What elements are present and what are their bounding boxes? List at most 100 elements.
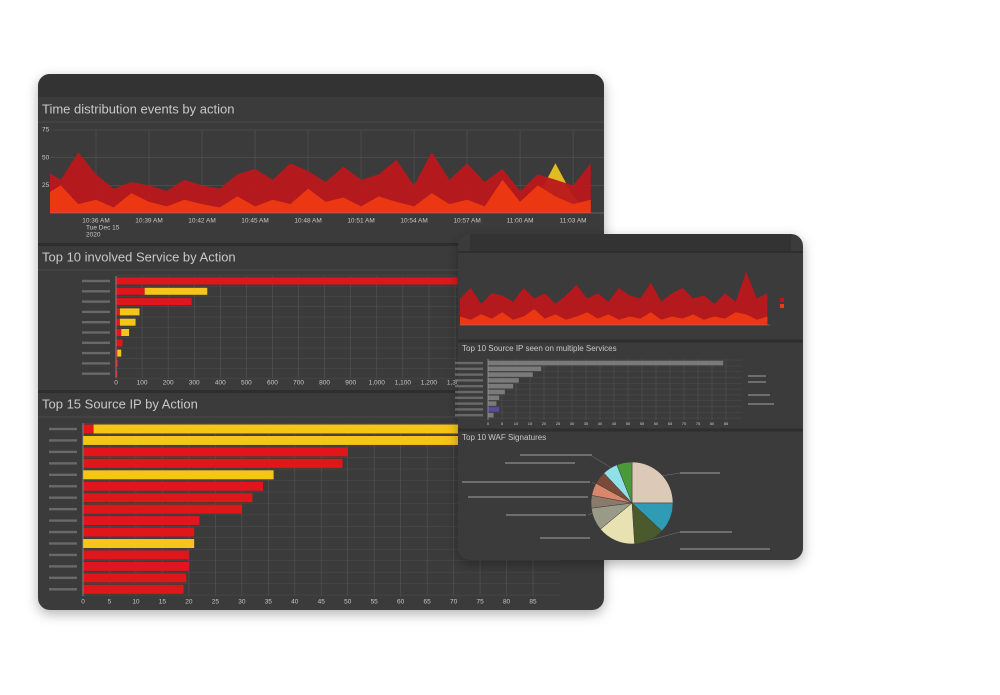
x-tick-label: 11:00 AM [507,218,534,225]
blurred-label [49,553,77,557]
blurred-label [455,367,483,370]
bar [83,435,496,445]
x-tick-label: 200 [163,380,174,387]
x-tick-label: 75 [696,421,701,426]
bar [119,318,136,326]
blurred-label [455,385,483,388]
bar [488,383,514,389]
bar [83,504,242,514]
blurred-label [505,462,575,464]
blurred-label [462,481,590,483]
bar [119,308,140,316]
x-tick-label: 1,000 [369,380,386,387]
x-tick-label: 35 [584,421,589,426]
leader-line [589,454,616,471]
blurred-label [82,290,110,293]
x-tick-label: 10:51 AM [347,218,374,225]
y-tick-label: 25 [42,182,50,189]
chart-title: Top 10 Source IP seen on multiple Servic… [462,344,617,353]
blurred-label [82,331,110,334]
bar [488,389,505,395]
blurred-label [468,496,588,498]
blurred-label [82,372,110,375]
overlay-header [470,234,791,252]
bar [144,287,208,295]
bar [488,407,500,412]
x-tick-label: 300 [189,380,200,387]
blurred-label [49,588,77,591]
blurred-label [455,379,483,382]
x-tick-label: 40 [291,599,299,606]
blurred-label [49,507,77,511]
x-tick-label: 40 [598,421,603,426]
blurred-label [49,530,77,534]
x-tick-label: 15 [159,599,167,606]
y-tick-label: 75 [42,127,50,134]
blurred-label [680,531,732,533]
bar [488,395,500,401]
blurred-label [748,403,774,405]
y-tick-label: 50 [42,154,50,161]
bar [116,359,119,367]
blurred-label [49,427,77,431]
bar [83,527,195,537]
bar [83,573,187,583]
x-tick-label: 45 [318,599,326,606]
x-tick-label: 10:39 AM [135,218,162,225]
blurred-label [49,462,77,465]
x-tick-label: 11:03 AM [560,218,587,225]
x-tick-label: 60 [397,599,405,606]
blurred-label [540,537,590,539]
legend-swatch [780,304,784,308]
panel-header [38,74,604,97]
bar [83,481,264,491]
blurred-label [455,361,483,365]
bar [116,349,118,357]
x-tick-label: 0 [81,599,85,606]
blurred-label [49,542,77,545]
blurred-label [82,321,110,324]
bar [116,339,123,347]
bar [83,561,189,571]
chart-title: Time distribution events by action [42,101,234,116]
bar [488,412,494,418]
blurred-label [49,576,77,580]
x-tick-label: 60 [654,421,659,426]
x-tick-label: 400 [215,380,226,387]
bar [116,329,122,336]
blurred-label [680,472,720,474]
main-panel-chrome [38,74,604,418]
blurred-label [748,375,766,377]
bar [116,308,120,316]
x-tick-label: 30 [570,421,575,426]
area [50,152,591,213]
blurred-label [49,450,77,454]
x-tick-label: 25 [556,421,561,426]
x-tick-label: 5 [108,599,112,606]
bar [116,277,458,285]
bar [488,360,724,366]
blurred-label [680,548,770,550]
blurred-label [520,454,592,456]
bar [488,401,497,406]
x-tick-label: 70 [450,599,458,606]
blurred-label [82,310,110,314]
bar [116,318,120,326]
blurred-label [49,485,77,488]
x-tick-label: 10:45 AM [241,218,268,225]
bar [488,378,519,383]
x-tick-label: 30 [238,599,246,606]
x-tick-label: 5 [501,421,504,426]
x-tick-label: 50 [626,421,631,426]
bar [83,447,348,457]
x-tick-label: 65 [668,421,673,426]
area [460,309,768,325]
x-tick-label: 15 [528,421,533,426]
bar [116,298,192,306]
x-tick-label: 10:54 AM [400,218,427,225]
bar [83,458,343,468]
x-tick-label: 85 [529,599,537,606]
x-tick-label: 75 [476,599,484,606]
bar [488,366,542,372]
